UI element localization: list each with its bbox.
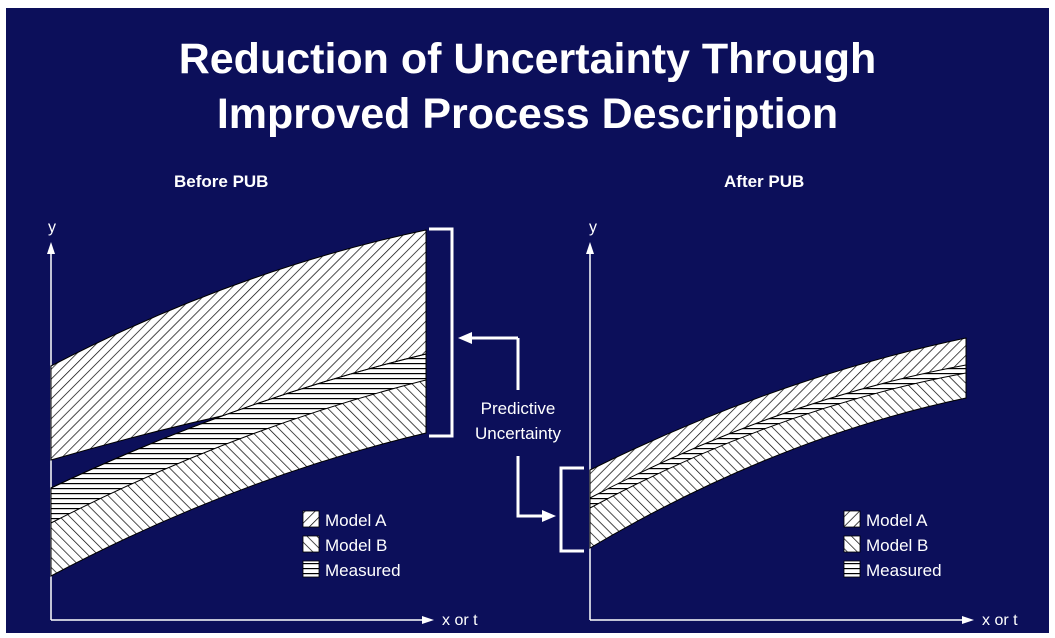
before-x-axis-arrow-icon	[422, 616, 434, 624]
legend-measured-label: Measured	[866, 561, 942, 580]
before-model-a-band	[50, 229, 427, 461]
after-y-axis-arrow-icon	[586, 242, 594, 254]
legend-model-a-swatch	[302, 510, 320, 528]
annotation-line-1: Predictive	[481, 399, 556, 418]
before-uncertainty-bracket	[429, 227, 454, 438]
legend-model-b-swatch	[843, 535, 861, 553]
legend-model-a-swatch	[843, 510, 861, 528]
slide-title-line-2: Improved Process Description	[216, 90, 839, 138]
slide-title-line-1: Reduction of Uncertainty Through	[178, 35, 877, 83]
uncertainty-diagram: y x or t Model A Model B Measured	[47, 219, 1018, 629]
legend-measured-swatch	[843, 560, 861, 578]
legend-model-b-swatch	[302, 535, 320, 553]
after-panel: y x or t Model A Model B Measured	[559, 219, 1018, 629]
before-panel-title: Before PUB	[174, 172, 269, 191]
after-uncertainty-bracket	[559, 466, 584, 553]
legend-model-b-label: Model B	[325, 536, 387, 555]
predictive-uncertainty-annotation: Predictive Uncertainty	[458, 332, 561, 522]
slide: Reduction of Uncertainty Through Improve…	[6, 8, 1049, 633]
before-measured-upper-edge	[50, 353, 427, 489]
before-model-b-band	[50, 379, 427, 577]
after-model-b-band	[589, 372, 967, 549]
arrow-right-icon	[542, 510, 556, 522]
annotation-line-2: Uncertainty	[475, 424, 561, 443]
after-y-axis-label: y	[589, 219, 597, 236]
before-x-axis-label: x or t	[442, 612, 478, 629]
after-x-axis-arrow-icon	[962, 616, 974, 624]
legend-measured-label: Measured	[325, 561, 401, 580]
legend-model-a-label: Model A	[866, 511, 928, 530]
after-x-axis-label: x or t	[982, 612, 1018, 629]
legend-model-a-label: Model A	[325, 511, 387, 530]
after-panel-title: After PUB	[724, 172, 805, 191]
legend-model-b-label: Model B	[866, 536, 928, 555]
lower-arrow-line	[516, 456, 544, 518]
arrow-left-icon	[458, 332, 472, 344]
before-legend: Model A Model B Measured	[302, 510, 401, 580]
legend-measured-swatch	[302, 560, 320, 578]
before-panel: y x or t Model A Model B Measured	[47, 219, 478, 629]
before-y-axis-label: y	[48, 219, 56, 236]
before-y-axis-arrow-icon	[47, 242, 55, 254]
after-legend: Model A Model B Measured	[843, 510, 942, 580]
